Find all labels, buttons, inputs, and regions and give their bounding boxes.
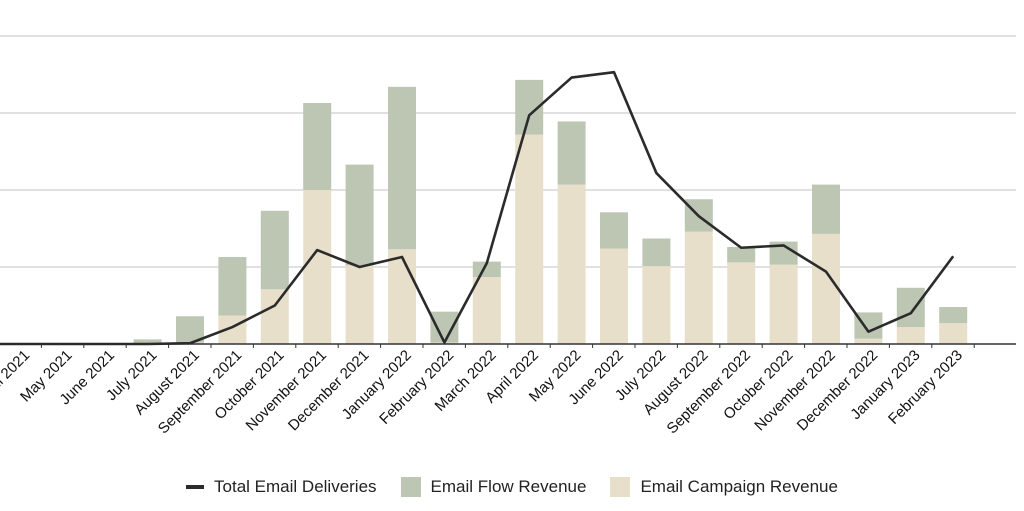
bar-campaign [812,233,840,344]
legend-item-campaign[interactable]: Email Campaign Revenue [610,477,838,497]
bar-flow [303,102,332,190]
bar-campaign [388,249,416,344]
legend-item-deliveries[interactable]: Total Email Deliveries [186,477,377,497]
bars [133,79,968,344]
bar-flow [812,184,840,234]
line-total-email-deliveries [0,70,955,346]
bar-flow [345,164,374,266]
legend-swatch-campaign [610,477,631,497]
gridlines [0,35,1016,268]
x-tick-label: February 2023 [885,347,966,428]
bar-flow [176,316,204,343]
x-tick-label: February 2022 [376,347,457,428]
legend-label-campaign: Email Campaign Revenue [640,477,838,496]
bar-campaign [260,289,289,344]
bar-flow [727,246,756,263]
bar-flow [472,261,501,278]
bar-campaign [854,338,883,344]
bar-campaign [557,184,586,344]
legend-swatch-flow [400,477,421,497]
legend-item-flow[interactable]: Email Flow Revenue [400,477,587,497]
bar-flow [600,212,628,249]
bar-flow [388,86,416,250]
bar-flow [260,210,289,290]
bar-flow [896,287,925,328]
line-series [0,70,955,346]
bar-campaign [345,265,374,344]
bar-campaign [939,323,968,344]
bar-campaign [303,190,332,344]
bar-campaign [896,327,925,344]
bar-campaign [769,264,798,344]
bar-campaign [472,277,501,344]
bar-campaign [684,231,713,344]
legend-label-deliveries: Total Email Deliveries [214,477,377,496]
bar-flow [133,339,162,344]
bar-campaign [642,266,671,344]
bar-flow [642,238,671,267]
bar-campaign [600,248,628,344]
bar-flow [218,256,247,316]
bar-flow [939,307,968,324]
bar-flow [430,311,459,343]
bar-flow [557,121,586,185]
legend-label-flow: Email Flow Revenue [430,477,587,496]
legend: Total Email Deliveries Email Flow Revenu… [0,474,1024,500]
legend-swatch-deliveries [186,485,205,489]
bar-campaign [515,134,544,344]
bar-campaign [727,262,756,344]
bar-flow [769,241,798,265]
